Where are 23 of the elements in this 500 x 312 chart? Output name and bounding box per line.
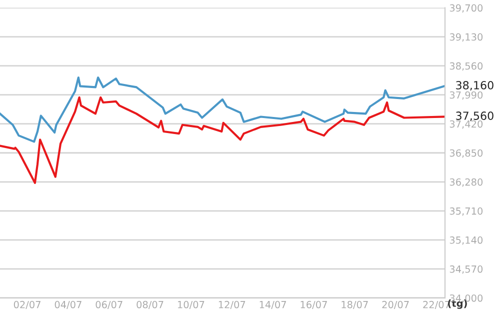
annotation: 37,560: [456, 112, 494, 122]
x-tick-label: 12/07: [218, 300, 246, 310]
y-tick-label: 36,280: [450, 178, 483, 187]
x-tick-label: 16/07: [300, 300, 327, 310]
x-tick-label: 04/07: [54, 300, 82, 310]
y-tick-label: 38,560: [450, 62, 483, 71]
y-tick-label: 39,130: [450, 33, 483, 42]
x-tick-label: 06/07: [96, 300, 122, 310]
x-tick-label: 18/07: [342, 300, 368, 310]
y-tick-label: 37,990: [450, 91, 483, 100]
y-tick-label: 39,700: [450, 4, 483, 13]
annotation: 38,160: [456, 81, 494, 91]
y-tick-label: 37,420: [450, 120, 483, 129]
y-tick-label: 35,710: [450, 207, 483, 216]
y-tick-label: 34,570: [450, 265, 483, 274]
y-tick-label: 35,140: [450, 236, 483, 245]
x-tick-label: 20/07: [382, 300, 409, 310]
x-tick-label: 08/07: [136, 300, 164, 310]
x-tick-label: 10/07: [178, 300, 204, 310]
x-tick-label: 14/07: [260, 300, 286, 310]
x-tick-label: 22/07: [423, 300, 450, 310]
y-tick-label: 36,850: [450, 149, 483, 158]
x-tick-label: 02/07: [14, 300, 40, 310]
